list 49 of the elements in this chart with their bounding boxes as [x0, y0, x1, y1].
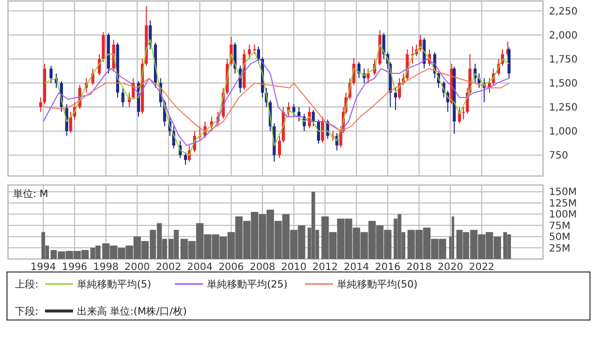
candlestick [253, 44, 256, 55]
candlestick [462, 106, 465, 120]
x-tick-label: 2018 [406, 262, 432, 273]
y-tick-label: 1,000 [549, 126, 578, 138]
candlestick [184, 152, 188, 166]
candlestick [320, 116, 324, 144]
y-tick-label: 750 [549, 150, 568, 162]
y-tick-label: 100M [549, 210, 577, 221]
x-tick-label: 2014 [344, 262, 370, 273]
text: 下段: [15, 306, 38, 318]
y-tick-label: 150M [549, 187, 577, 198]
y-tick-label: 50M [549, 232, 570, 244]
candlestick [248, 44, 251, 60]
y-tick-label: 2,250 [549, 6, 578, 18]
x-tick-label: 2022 [468, 262, 494, 273]
text: 出来高 単位:(M株/口/枚) [77, 306, 187, 318]
x-tick-label: 1994 [30, 262, 56, 273]
candlestick [312, 109, 315, 127]
candlestick [257, 46, 260, 64]
x-tick-label: 2010 [281, 262, 307, 273]
y-tick-label: 1,750 [549, 54, 578, 66]
candlestick [39, 96, 42, 112]
candlestick [394, 87, 398, 110]
x-tick-label: 2020 [438, 262, 464, 273]
x-tick-label: 2016 [375, 262, 400, 273]
x-tick-label: 1996 [62, 262, 88, 273]
legend-label: 単純移動平均(50) [337, 278, 418, 290]
y-tick-label: 75M [549, 220, 570, 232]
text: 上段: [15, 278, 38, 290]
legend-label: 単純移動平均(5) [77, 278, 152, 290]
annotation: 単位: M [13, 188, 48, 200]
x-tick-label: 2006 [218, 262, 244, 273]
x-tick-label: 2002 [156, 262, 182, 273]
x-tick-label: 2004 [187, 262, 213, 273]
candlestick [278, 135, 281, 159]
x-tick-label: 2012 [312, 262, 338, 273]
candlestick [292, 104, 296, 118]
candlestick [121, 87, 124, 108]
x-tick-label: 2008 [250, 262, 276, 273]
y-tick-label: 2,000 [549, 30, 578, 42]
y-tick-label: 25M [549, 243, 570, 254]
x-tick-label: 1998 [93, 262, 119, 273]
y-tick-label: 1,500 [549, 78, 578, 90]
y-tick-label: 125M [549, 198, 577, 210]
candlestick [69, 111, 72, 134]
candlestick [50, 65, 53, 84]
x-tick-label: 2000 [124, 262, 150, 273]
legend-label: 単純移動平均(25) [207, 278, 288, 290]
y-tick-label: 1,250 [549, 102, 578, 114]
